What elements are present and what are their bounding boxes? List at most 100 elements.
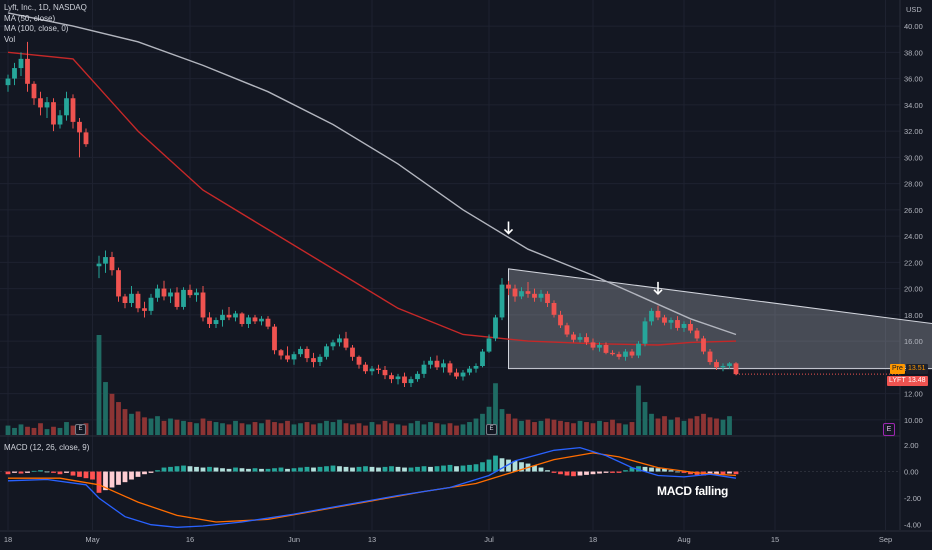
price-tick-label: 20.00 xyxy=(904,285,923,294)
price-tick-label: 16.00 xyxy=(904,337,923,346)
candle-body xyxy=(623,351,628,357)
volume-bar xyxy=(317,423,323,435)
volume-bar xyxy=(31,427,37,435)
macd-histogram-bar xyxy=(720,471,726,475)
macd-histogram-bar xyxy=(668,470,674,472)
ma100-legend[interactable]: MA (100, close, 0) xyxy=(4,24,69,33)
macd-histogram-bar xyxy=(473,464,479,472)
candle-body xyxy=(688,324,693,331)
ma100-line xyxy=(7,12,737,336)
candle-body xyxy=(408,379,414,384)
volume-legend[interactable]: Vol xyxy=(4,34,16,44)
candle-body xyxy=(564,325,570,335)
macd-histogram-bar xyxy=(350,467,355,472)
candle-body xyxy=(662,317,667,323)
macd-line xyxy=(7,446,737,528)
volume-bar xyxy=(525,419,531,435)
macd-histogram-bar xyxy=(662,468,667,472)
macd-histogram-bar xyxy=(168,466,173,472)
candle-body xyxy=(356,356,362,365)
ma50-legend[interactable]: MA (50, close) xyxy=(4,13,56,23)
candle-body xyxy=(44,102,50,108)
candle-body xyxy=(142,308,147,311)
candle-body xyxy=(421,364,427,374)
candle-body xyxy=(694,330,700,339)
earnings-marker-aug[interactable]: E xyxy=(486,424,497,435)
macd-histogram-bar xyxy=(64,471,69,473)
candle-body xyxy=(168,292,173,297)
macd-histogram-bar xyxy=(122,471,128,483)
chart-legend: Lyft, Inc., 1D, NASDAQ MA (50, close) MA… xyxy=(4,3,87,45)
candle-body xyxy=(330,342,336,347)
candle-body xyxy=(720,366,726,368)
candle-body xyxy=(194,292,199,296)
macd-histogram-bar xyxy=(454,466,459,472)
volume-bar xyxy=(571,423,576,435)
candle-body xyxy=(31,83,37,99)
ma50-line xyxy=(7,51,737,346)
volume-bar xyxy=(135,411,141,435)
volume-bar xyxy=(649,413,654,435)
candle-body xyxy=(480,351,485,366)
candle-body xyxy=(668,320,674,323)
macd-histogram-bar xyxy=(571,471,576,477)
candle-body xyxy=(233,313,238,318)
upcoming-earnings-marker[interactable]: E xyxy=(883,423,895,436)
macd-histogram-bar xyxy=(44,471,50,473)
candle-body xyxy=(597,345,602,348)
volume-bar xyxy=(155,416,160,435)
time-tick-label: Sep xyxy=(879,535,892,544)
candle-body xyxy=(473,366,479,369)
macd-tick-label: 0.00 xyxy=(904,468,919,477)
last-price-value: 13.48 xyxy=(906,376,928,386)
volume-bar xyxy=(213,422,219,435)
volume-bar xyxy=(200,418,206,435)
macd-histogram-bar xyxy=(213,467,219,472)
volume-bar xyxy=(337,419,342,435)
candle-body xyxy=(402,376,407,384)
currency-label: USD xyxy=(906,5,922,14)
candle-body xyxy=(25,58,30,84)
candle-body xyxy=(161,288,167,297)
candle-body xyxy=(109,257,115,271)
volume-bar xyxy=(577,420,583,435)
macd-histogram-bar xyxy=(31,470,37,472)
macd-histogram-bar xyxy=(675,471,680,473)
price-tick-label: 22.00 xyxy=(904,258,923,267)
macd-histogram-bar xyxy=(415,466,420,472)
macd-histogram-bar xyxy=(246,468,251,472)
macd-histogram-bar xyxy=(538,467,544,472)
macd-histogram-bar xyxy=(486,459,492,472)
macd-legend[interactable]: MACD (12, 26, close, 9) xyxy=(4,443,90,452)
macd-histogram-bar xyxy=(714,471,719,475)
symbol-title[interactable]: Lyft, Inc., 1D, NASDAQ xyxy=(4,3,87,12)
macd-histogram-bar xyxy=(447,464,453,472)
candle-body xyxy=(265,318,271,327)
volume-bar xyxy=(246,424,251,435)
price-tick-label: 30.00 xyxy=(904,153,923,162)
volume-bar xyxy=(720,419,726,435)
macd-histogram-bar xyxy=(272,468,277,472)
volume-bar xyxy=(382,420,388,435)
candle-body xyxy=(187,289,193,296)
volume-bar xyxy=(480,413,485,435)
time-tick-label: 18 xyxy=(4,535,12,544)
candle-body xyxy=(603,345,609,353)
volume-bar xyxy=(5,425,11,435)
volume-bar xyxy=(415,420,420,435)
price-tick-label: 32.00 xyxy=(904,127,923,136)
candle-body xyxy=(636,343,641,356)
candle-body xyxy=(57,115,63,125)
candle-body xyxy=(324,346,329,357)
volume-bar xyxy=(519,420,524,435)
volume-bar xyxy=(675,417,680,435)
candle-body xyxy=(389,375,394,380)
volume-bar xyxy=(376,424,381,435)
candle-body xyxy=(486,338,492,352)
volume-bar xyxy=(324,420,329,435)
earnings-marker-may[interactable]: E xyxy=(75,424,86,435)
volume-bar xyxy=(616,423,622,435)
volume-bar xyxy=(181,420,186,435)
